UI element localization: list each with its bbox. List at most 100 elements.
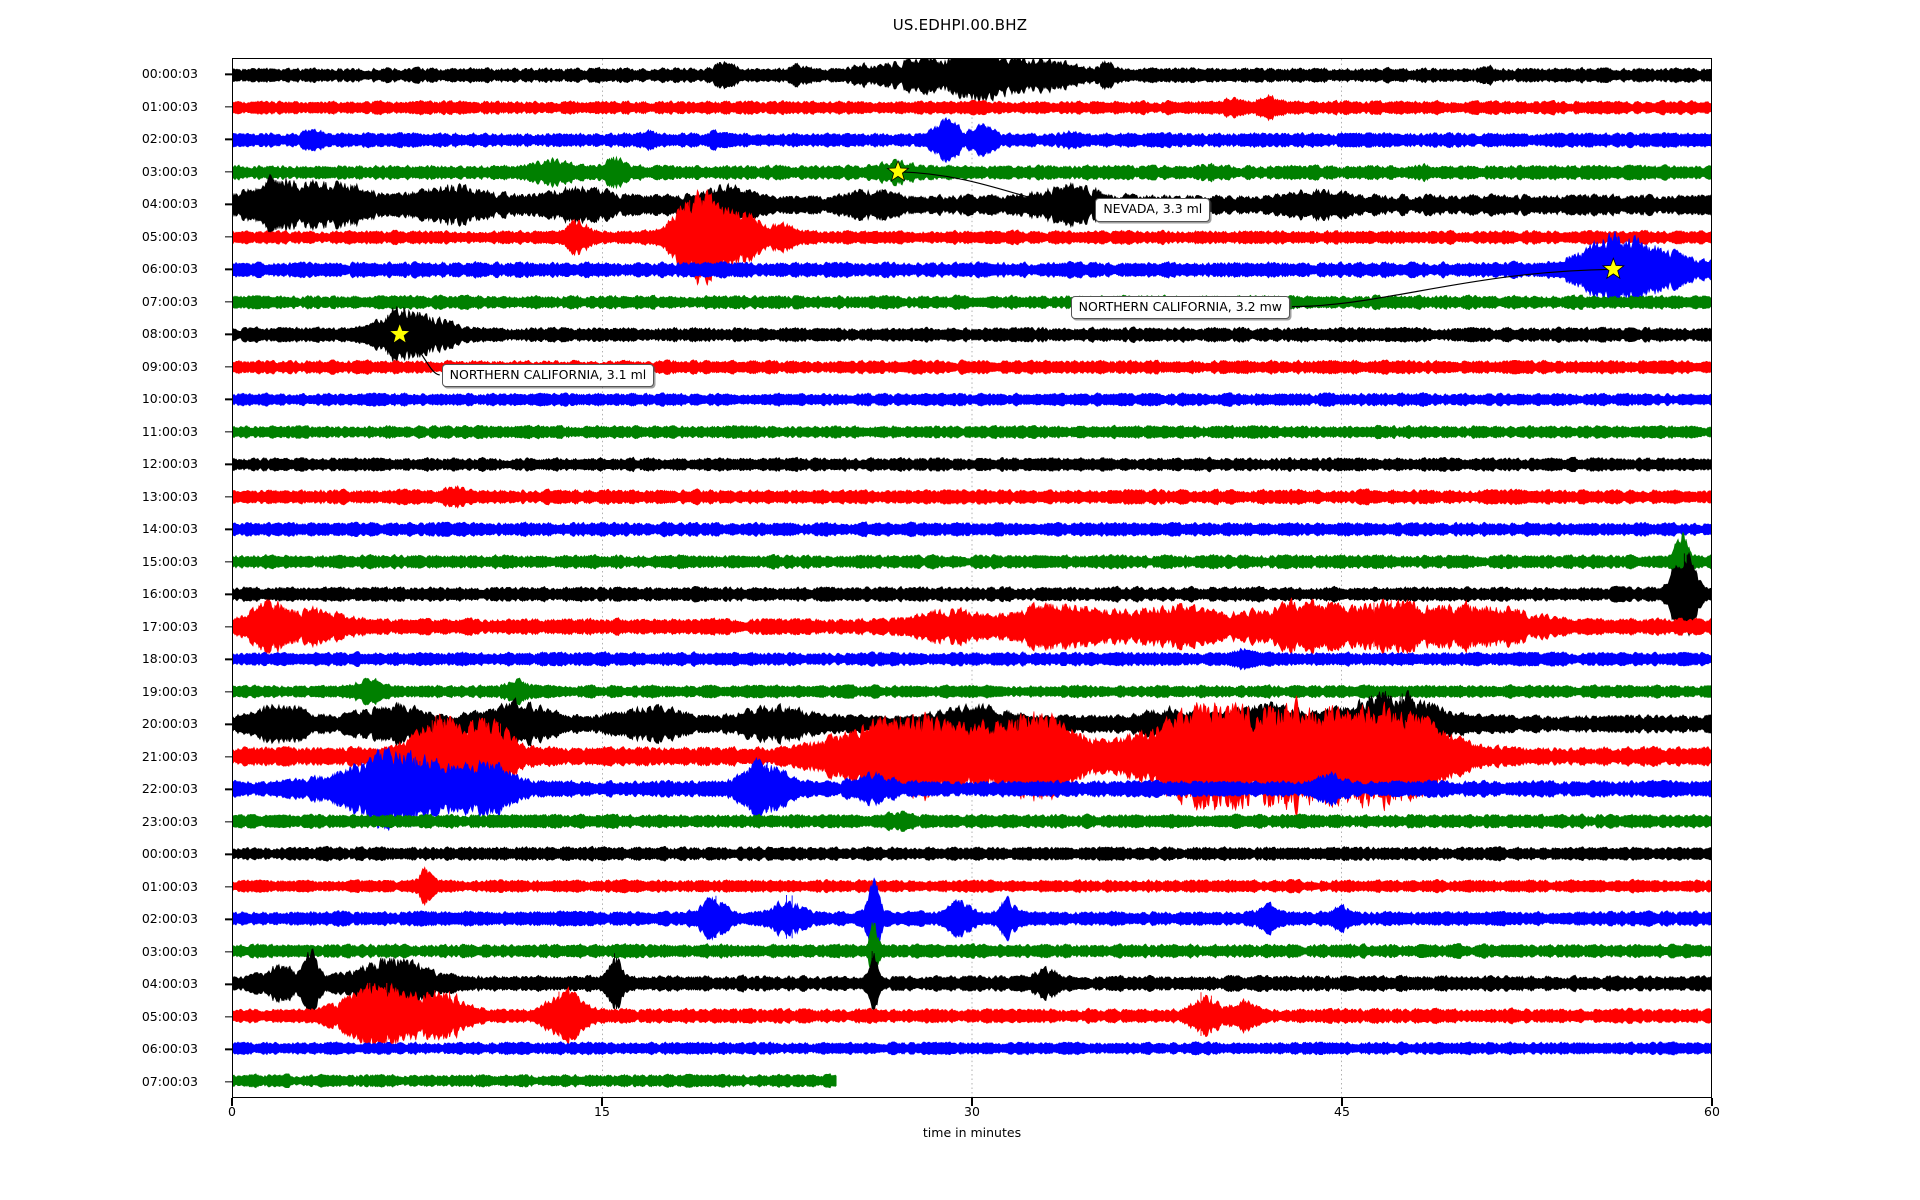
x-tick-label-15: 15 xyxy=(594,1104,610,1119)
x-axis-label: time in minutes xyxy=(922,1125,1022,1140)
y-tick-label-11: 11:00:03 xyxy=(141,423,198,439)
event-annotation-0[interactable]: NEVADA, 3.3 ml xyxy=(1095,198,1211,222)
trace-blue-row-6 xyxy=(233,231,1711,309)
y-tick-mark xyxy=(225,463,233,465)
y-tick-mark xyxy=(225,236,233,238)
y-tick-label-5: 05:00:03 xyxy=(141,228,198,244)
trace-black-row-8 xyxy=(233,306,1711,364)
trace-green-row-19 xyxy=(233,677,1711,706)
y-tick-label-12: 12:00:03 xyxy=(141,456,198,471)
y-tick-label-26: 02:00:03 xyxy=(141,911,198,926)
trace-blue-row-22 xyxy=(233,746,1711,832)
event-annotation-2[interactable]: NORTHERN CALIFORNIA, 3.1 ml xyxy=(441,363,655,388)
x-tick-label-30: 30 xyxy=(964,1104,980,1119)
y-tick-label-16: 16:00:03 xyxy=(141,586,198,601)
trace-blue-row-10 xyxy=(233,392,1711,408)
trace-blue-row-2 xyxy=(233,116,1711,164)
y-tick-label-27: 03:00:03 xyxy=(141,943,198,959)
y-tick-mark xyxy=(225,106,233,108)
x-tick-mark xyxy=(971,1098,973,1106)
y-tick-mark xyxy=(225,983,233,985)
trace-blue-row-14 xyxy=(233,521,1711,538)
x-tick-label-0: 0 xyxy=(228,1104,236,1119)
trace-red-row-1 xyxy=(233,93,1711,122)
trace-black-row-16 xyxy=(233,551,1711,637)
trace-green-row-3 xyxy=(233,155,1711,190)
trace-blue-row-26 xyxy=(233,877,1711,960)
y-tick-mark xyxy=(225,691,233,693)
y-tick-label-8: 08:00:03 xyxy=(141,326,198,341)
y-tick-label-4: 04:00:03 xyxy=(141,196,198,211)
plot-axes[interactable] xyxy=(232,58,1712,1098)
y-tick-label-10: 10:00:03 xyxy=(141,391,198,406)
x-tick-mark xyxy=(1711,1098,1713,1106)
trace-black-row-20 xyxy=(233,690,1711,758)
y-tick-mark xyxy=(225,1016,233,1018)
x-tick-mark xyxy=(601,1098,603,1106)
y-tick-label-3: 03:00:03 xyxy=(141,163,198,179)
y-tick-label-2: 02:00:03 xyxy=(141,131,198,146)
trace-green-row-31 xyxy=(233,1073,837,1089)
y-tick-mark xyxy=(225,626,233,628)
trace-green-row-11 xyxy=(233,424,1711,440)
y-tick-label-19: 19:00:03 xyxy=(141,683,198,699)
y-tick-label-1: 01:00:03 xyxy=(141,98,198,114)
trace-red-row-25 xyxy=(233,866,1711,907)
trace-blue-row-30 xyxy=(233,1041,1711,1056)
trace-black-row-12 xyxy=(233,456,1711,473)
y-tick-label-18: 18:00:03 xyxy=(141,651,198,666)
y-tick-mark xyxy=(225,1081,233,1083)
y-tick-mark xyxy=(225,1048,233,1050)
y-tick-label-7: 07:00:03 xyxy=(141,293,198,309)
event-annotation-1[interactable]: NORTHERN CALIFORNIA, 3.2 mw xyxy=(1070,295,1290,319)
y-tick-mark xyxy=(225,301,233,303)
trace-green-row-15 xyxy=(233,531,1711,592)
y-tick-mark xyxy=(225,398,233,400)
y-tick-mark xyxy=(225,138,233,140)
y-tick-mark xyxy=(225,73,233,75)
trace-blue-row-18 xyxy=(233,647,1711,671)
trace-red-row-29 xyxy=(233,982,1711,1050)
y-tick-mark xyxy=(225,723,233,725)
y-tick-label-21: 21:00:03 xyxy=(141,748,198,764)
y-tick-mark xyxy=(225,528,233,530)
y-tick-mark xyxy=(225,951,233,953)
y-tick-label-31: 07:00:03 xyxy=(141,1073,198,1089)
y-tick-label-15: 15:00:03 xyxy=(141,553,198,569)
y-tick-label-29: 05:00:03 xyxy=(141,1008,198,1024)
y-tick-mark xyxy=(225,886,233,888)
trace-black-row-0 xyxy=(233,59,1711,103)
page-title: US.EDHPI.00.BHZ xyxy=(892,16,1028,34)
y-tick-label-20: 20:00:03 xyxy=(141,716,198,731)
y-tick-label-13: 13:00:03 xyxy=(141,488,198,504)
seismic-traces xyxy=(233,59,1711,1097)
y-tick-mark xyxy=(225,171,233,173)
y-tick-mark xyxy=(225,756,233,758)
y-tick-label-30: 06:00:03 xyxy=(141,1041,198,1056)
y-tick-mark xyxy=(225,788,233,790)
trace-green-row-27 xyxy=(233,922,1711,980)
trace-red-row-17 xyxy=(233,597,1711,657)
y-tick-mark xyxy=(225,268,233,270)
y-tick-mark xyxy=(225,918,233,920)
trace-green-row-7 xyxy=(233,294,1711,311)
y-tick-label-6: 06:00:03 xyxy=(141,261,198,276)
x-tick-label-60: 60 xyxy=(1704,1104,1720,1119)
y-tick-label-9: 09:00:03 xyxy=(141,358,198,374)
trace-red-row-13 xyxy=(233,485,1711,509)
y-tick-mark xyxy=(225,496,233,498)
trace-green-row-23 xyxy=(233,810,1711,833)
y-tick-mark xyxy=(225,853,233,855)
y-tick-label-25: 01:00:03 xyxy=(141,878,198,894)
y-tick-mark xyxy=(225,203,233,205)
trace-black-row-24 xyxy=(233,845,1711,862)
x-tick-mark xyxy=(231,1098,233,1106)
y-tick-label-0: 00:00:03 xyxy=(141,66,198,81)
y-tick-label-14: 14:00:03 xyxy=(141,521,198,536)
trace-black-row-28 xyxy=(233,948,1711,1019)
y-tick-label-24: 00:00:03 xyxy=(141,846,198,861)
y-tick-label-23: 23:00:03 xyxy=(141,813,198,829)
y-tick-mark xyxy=(225,658,233,660)
